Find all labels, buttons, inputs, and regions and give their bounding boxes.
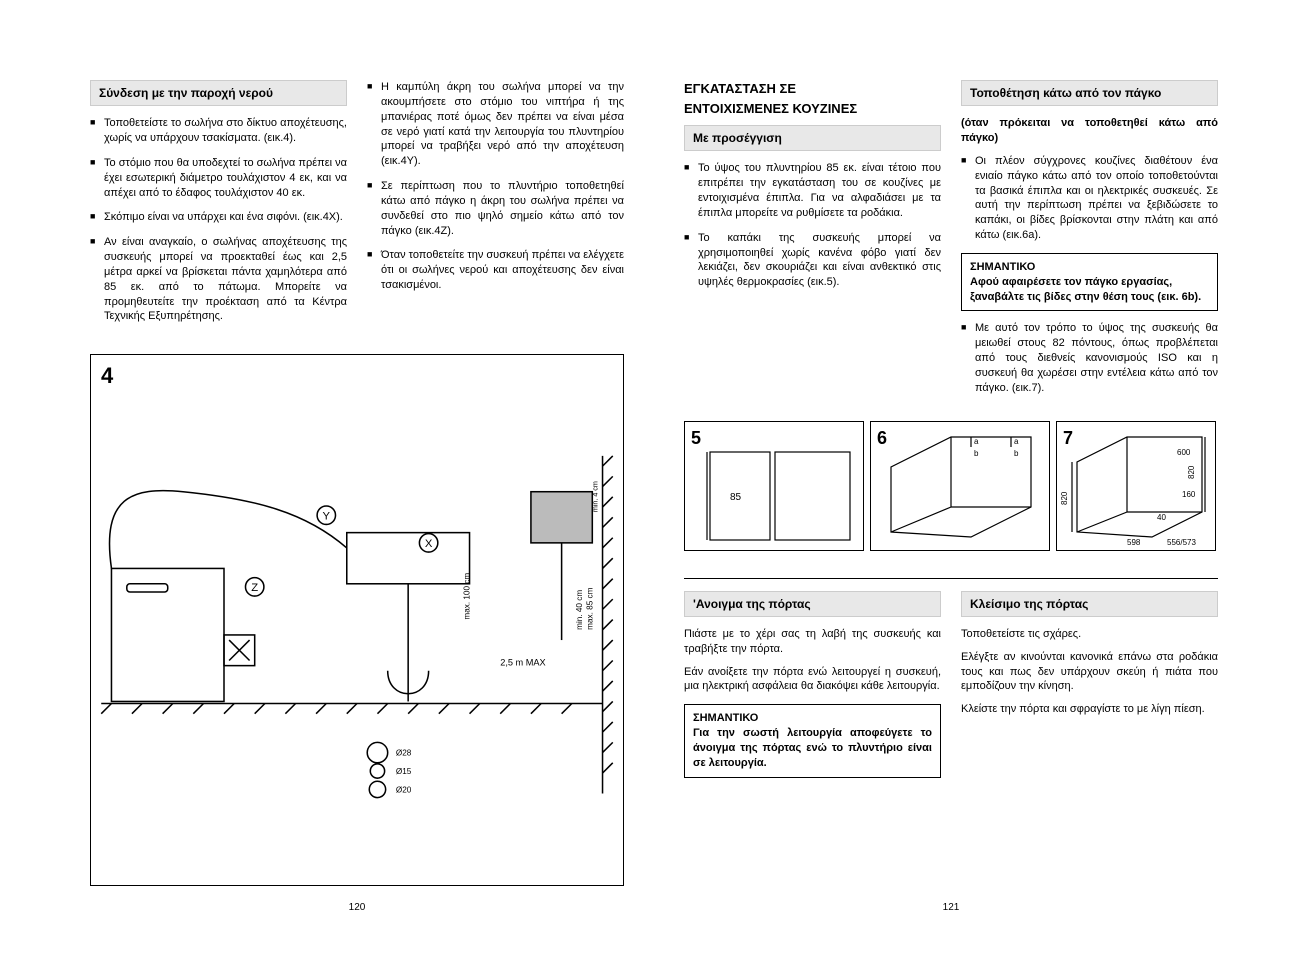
svg-text:820: 820 [1187, 465, 1196, 479]
bullet-list-left-2: Η καμπύλη άκρη του σωλήνα μπορεί να την … [367, 80, 624, 293]
heading-approach: Με προσέγγιση [684, 125, 941, 151]
heading-builtin-1: ΕΓΚΑΤΑΣΤΑΣΗ ΣΕ [684, 80, 941, 98]
svg-text:max. 100 cm: max. 100 cm [463, 573, 472, 620]
door-open-p2: Εάν ανοίξετε την πόρτα ενώ λειτουργεί η … [684, 665, 941, 695]
svg-text:Ø20: Ø20 [396, 786, 412, 795]
svg-text:598: 598 [1127, 538, 1141, 547]
svg-text:Ø15: Ø15 [396, 767, 412, 776]
page-number-left: 120 [90, 886, 624, 915]
svg-text:a: a [974, 437, 979, 446]
svg-text:85: 85 [730, 492, 742, 503]
figure-6-svg: a a b b [871, 422, 1051, 552]
door-close-col: Κλείσιμο της πόρτας Τοποθετείστε τις σχά… [961, 591, 1218, 778]
figure-7-label: 7 [1063, 426, 1073, 450]
bullet-item: Η καμπύλη άκρη του σωλήνα μπορεί να την … [367, 80, 624, 169]
notice-box-door: ΣΗΜΑΝΤΙΚΟ Για την σωστή λειτουργία αποφε… [684, 704, 941, 777]
bullet-item: Το ύψος του πλυντηρίου 85 εκ. είναι τέτο… [684, 161, 941, 220]
svg-text:160: 160 [1182, 490, 1196, 499]
svg-text:Y: Y [323, 511, 331, 523]
figure-7: 7 820 600 820 160 40 598 556/57 [1056, 421, 1216, 551]
door-open-col: 'Ανοιγμα της πόρτας Πιάστε με το χέρι σα… [684, 591, 941, 778]
door-close-p3: Κλείστε την πόρτα και σφραγίστε το με λί… [961, 702, 1218, 717]
svg-text:min. 4 cm: min. 4 cm [591, 481, 599, 512]
left-col-2: Η καμπύλη άκρη του σωλήνα μπορεί να την … [367, 80, 624, 334]
door-close-p1: Τοποθετείστε τις σχάρες. [961, 627, 1218, 642]
figure-4-container: 4 Y Z X [90, 354, 624, 885]
svg-text:Ø28: Ø28 [396, 749, 412, 758]
door-close-p2: Ελέγξτε αν κινούνται κανονικά επάνω στα … [961, 650, 1218, 695]
left-page: Σύνδεση με την παροχή νερού Τοποθετείστε… [90, 80, 624, 914]
figure-6-label: 6 [877, 426, 887, 450]
svg-text:40: 40 [1157, 513, 1166, 522]
heading-door-close: Κλείσιμο της πόρτας [961, 591, 1218, 617]
notice-title: ΣΗΜΑΝΤΙΚΟ [970, 260, 1209, 275]
page-number-right: 121 [684, 886, 1218, 915]
heading-water-connection: Σύνδεση με την παροχή νερού [90, 80, 347, 106]
svg-text:min. 40 cm: min. 40 cm [575, 590, 584, 630]
figure-7-svg: 820 600 820 160 40 598 556/573 [1057, 422, 1217, 552]
bullet-item: Αν είναι αναγκαίο, ο σωλήνας αποχέτευσης… [90, 235, 347, 324]
door-open-p1: Πιάστε με το χέρι σας τη λαβή της συσκευ… [684, 627, 941, 657]
bullet-item: Σκόπιμο είναι να υπάρχει και ένα σιφόνι.… [90, 210, 347, 225]
svg-text:X: X [425, 538, 433, 550]
figure-4-label: 4 [101, 361, 113, 391]
notice-body: Για την σωστή λειτουργία αποφεύγετε το ά… [693, 726, 932, 771]
svg-text:2,5 m MAX: 2,5 m MAX [500, 658, 545, 668]
notice-box-screws: ΣΗΜΑΝΤΙΚΟ Αφού αφαιρέσετε τον πάγκο εργα… [961, 253, 1218, 312]
svg-text:max. 85 cm: max. 85 cm [585, 588, 594, 630]
right-col-2: Τοποθέτηση κάτω από τον πάγκο (όταν πρόκ… [961, 80, 1218, 406]
heading-door-open: 'Ανοιγμα της πόρτας [684, 591, 941, 617]
heading-builtin-2: ΕΝΤΟΙΧΙΣΜΕΝΕΣ ΚΟΥΖΙΝΕΣ [684, 100, 941, 118]
bullet-list-left-1: Τοποθετείστε το σωλήνα στο δίκτυο αποχέτ… [90, 116, 347, 324]
bullet-list-right-2a: Οι πλέον σύγχρονες κουζίνες διαθέτουν έν… [961, 154, 1218, 243]
svg-text:820: 820 [1060, 491, 1069, 505]
figure-4-svg: Y Z X [91, 355, 623, 884]
svg-text:600: 600 [1177, 448, 1191, 457]
bullet-list-right-2b: Με αυτό τον τρόπο το ύψος της συσκευής θ… [961, 321, 1218, 395]
svg-text:b: b [974, 449, 979, 458]
svg-text:556/573: 556/573 [1167, 538, 1196, 547]
notice-body: Αφού αφαιρέσετε τον πάγκο εργασίας, ξανα… [970, 275, 1209, 305]
figure-5-label: 5 [691, 426, 701, 450]
figure-6: 6 a a b b [870, 421, 1050, 551]
figure-4: 4 Y Z X [90, 354, 624, 885]
bullet-item: Με αυτό τον τρόπο το ύψος της συσκευής θ… [961, 321, 1218, 395]
notice-title: ΣΗΜΑΝΤΙΚΟ [693, 711, 932, 726]
right-col-1: ΕΓΚΑΤΑΣΤΑΣΗ ΣΕ ΕΝΤΟΙΧΙΣΜΕΝΕΣ ΚΟΥΖΙΝΕΣ Με… [684, 80, 941, 406]
bullet-item: Το στόμιο που θα υποδεχτεί το σωλήνα πρέ… [90, 156, 347, 201]
heading-under-counter: Τοποθέτηση κάτω από τον πάγκο [961, 80, 1218, 106]
figure-5-svg: 85 [685, 422, 865, 552]
bullet-item: Οι πλέον σύγχρονες κουζίνες διαθέτουν έν… [961, 154, 1218, 243]
bullet-item: Σε περίπτωση που το πλυντήριο τοποθετηθε… [367, 179, 624, 238]
bullet-item: Τοποθετείστε το σωλήνα στο δίκτυο αποχέτ… [90, 116, 347, 146]
svg-text:Z: Z [251, 582, 258, 594]
sub-under-counter: (όταν πρόκειται να τοποθετηθεί κάτω από … [961, 116, 1218, 146]
figures-row: 5 85 6 [684, 421, 1218, 551]
right-page: ΕΓΚΑΤΑΣΤΑΣΗ ΣΕ ΕΝΤΟΙΧΙΣΜΕΝΕΣ ΚΟΥΖΙΝΕΣ Με… [684, 80, 1218, 914]
bullet-item: Όταν τοποθετείτε την συσκευή πρέπει να ε… [367, 248, 624, 293]
figure-5: 5 85 [684, 421, 864, 551]
bullet-list-right-1: Το ύψος του πλυντηρίου 85 εκ. είναι τέτο… [684, 161, 941, 290]
svg-text:a: a [1014, 437, 1019, 446]
bullet-item: Το καπάκι της συσκευής μπορεί να χρησιμο… [684, 231, 941, 290]
divider [684, 578, 1218, 579]
svg-text:b: b [1014, 449, 1019, 458]
left-col-1: Σύνδεση με την παροχή νερού Τοποθετείστε… [90, 80, 347, 334]
